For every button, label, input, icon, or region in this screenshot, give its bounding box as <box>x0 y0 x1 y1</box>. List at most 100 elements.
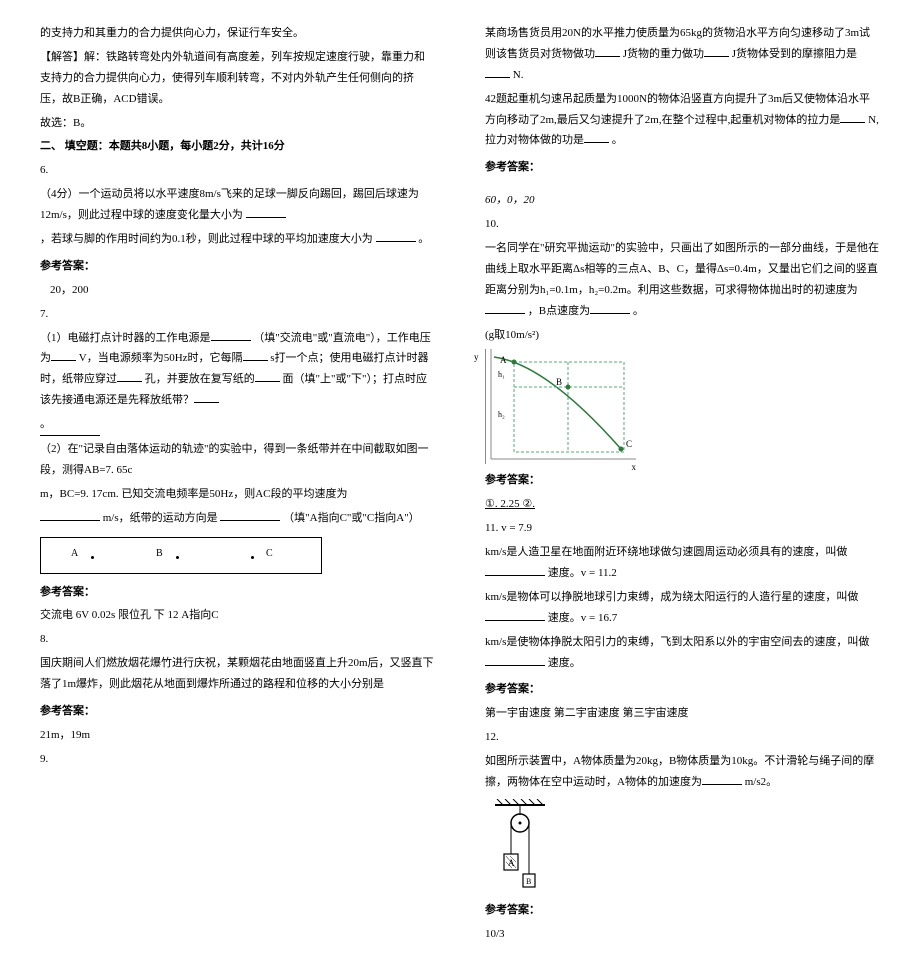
pulley-svg: A B <box>485 799 555 894</box>
answer-6: 20，200 <box>50 280 435 301</box>
ruler-diagram: A B C <box>40 537 322 574</box>
q8-text: 国庆期间人们燃放烟花爆竹进行庆祝，某颗烟花由地面竖直上升20m后，又竖直下落了1… <box>40 653 435 695</box>
fill-blank <box>40 508 100 521</box>
text-seg: 速度。 <box>548 657 581 669</box>
q8-number: 8. <box>40 629 435 650</box>
ruler-dot <box>251 556 254 559</box>
q6-text: （4分）一个运动员将以水平速度8m/s飞来的足球一脚反向踢回，踢回后球速为12m… <box>40 184 435 226</box>
q11c: km/s是使物体挣脱太阳引力的束缚，飞到太阳系以外的宇宙空间去的速度，叫做 速度… <box>485 632 880 674</box>
ruler-dot <box>176 556 179 559</box>
fill-blank <box>485 563 545 576</box>
answer-12: 10/3 <box>485 924 880 945</box>
text-seg: 。 <box>418 233 429 245</box>
fill-blank <box>485 653 545 666</box>
text-seg: km/s是物体可以挣脱地球引力束缚，成为绕太阳运行的人造行星的速度，叫做 <box>485 591 858 603</box>
fill-blank <box>584 130 609 143</box>
ruler-b: B <box>156 544 163 563</box>
fill-blank <box>840 110 865 123</box>
ruler-dot <box>91 556 94 559</box>
text-seg: 孔，并要放在复写纸的 <box>145 373 255 385</box>
svg-text:A: A <box>500 355 507 365</box>
q11b: km/s是物体可以挣脱地球引力束缚，成为绕太阳运行的人造行星的速度，叫做 速度。… <box>485 587 880 629</box>
svg-text:A: A <box>508 858 515 868</box>
text-seg: （填"A指向C"或"C指向A"） <box>283 512 420 524</box>
text-seg: 速度。v = 11.2 <box>548 567 617 579</box>
fill-blank <box>485 608 545 621</box>
fill-blank <box>51 348 76 361</box>
q7-tail: 。 <box>40 414 100 436</box>
q7-2c: m/s，纸带的运动方向是 （填"A指向C"或"C指向A"） <box>40 508 435 529</box>
text-seg: （1）电磁打点计时器的工作电源是 <box>40 332 211 344</box>
pulley-diagram: A B <box>485 799 555 894</box>
h1-label: h₁ <box>498 370 505 379</box>
q11-number: 11. v = 7.9 <box>485 518 880 539</box>
fill-blank <box>246 205 286 218</box>
x-axis-label: x <box>632 459 637 476</box>
q10-number: 10. <box>485 214 880 235</box>
q7-2a: （2）在"记录自由落体运动的轨迹"的实验中，得到一条纸带并在中间截取如图一段，测… <box>40 439 435 481</box>
text-seg: V，当电源频率为50Hz时，它每隔 <box>79 352 243 364</box>
text-seg: m/s2。 <box>745 776 777 788</box>
text-seg: （4分）一个运动员将以水平速度8m/s飞来的足球一脚反向踢回，踢回后球速为12m… <box>40 188 419 221</box>
g-label: (g取10m/s²) <box>485 325 880 346</box>
fill-blank <box>590 301 630 314</box>
svg-text:B: B <box>556 377 562 387</box>
ruler-c: C <box>266 544 273 563</box>
text-seg: ，若球与脚的作用时间约为0.1秒，则此过程中球的平均加速度大小为 <box>40 233 373 245</box>
q11: km/s是人造卫星在地面附近环绕地球做匀速圆周运动必须具有的速度，叫做 速度。v… <box>485 542 880 584</box>
answer-label: 参考答案： <box>485 470 880 491</box>
answer-8: 21m，19m <box>40 725 435 746</box>
text-seg: 如图所示装置中，A物体质量为20kg，B物体质量为10kg。不计滑轮与绳子间的摩… <box>485 755 874 788</box>
r2: 42题起重机匀速吊起质量为1000N的物体沿竖直方向提升了3m后又使物体沿水平方… <box>485 89 880 152</box>
fill-blank <box>485 301 525 314</box>
text-seg: 一名同学在"研究平抛运动"的实验中，只画出了如图所示的一部分曲线，于是他在曲线上… <box>485 242 879 296</box>
answer-label: 参考答案： <box>485 679 880 700</box>
svg-text:B: B <box>526 877 531 886</box>
fill-blank <box>194 390 219 403</box>
fill-blank <box>595 44 620 57</box>
y-axis-label: y <box>474 349 479 366</box>
fill-blank <box>704 44 729 57</box>
text-line: 的支持力和其重力的合力提供向心力，保证行车安全。 <box>40 23 435 44</box>
answer-label: 参考答案： <box>40 582 435 603</box>
q7-2b: m，BC=9. 17cm. 已知交流电频率是50Hz，则AC段的平均速度为 <box>40 484 435 505</box>
text-seg: J货物体受到的摩擦阻力是 <box>732 48 857 60</box>
answer-11: 第一宇宙速度 第二宇宙速度 第三宇宙速度 <box>485 703 880 724</box>
text-seg: J货物的重力做功 <box>623 48 704 60</box>
fill-blank <box>117 369 142 382</box>
text-seg: km/s是人造卫星在地面附近环绕地球做匀速圆周运动必须具有的速度，叫做 <box>485 546 847 558</box>
q6-text2: ，若球与脚的作用时间约为0.1秒，则此过程中球的平均加速度大小为 。 <box>40 229 435 250</box>
q9-number: 9. <box>40 749 435 770</box>
answer-label: 参考答案： <box>485 900 880 921</box>
text-seg: ，B点速度为 <box>528 305 590 317</box>
answer-10: ①. 2.25 ②. <box>485 494 880 515</box>
fill-blank <box>255 369 280 382</box>
text-seg: km/s是使物体挣脱太阳引力的束缚，飞到太阳系以外的宇宙空间去的速度，叫做 <box>485 636 869 648</box>
answer-7: 交流电 6V 0.02s 限位孔 下 12 A指向C <box>40 605 435 626</box>
text-seg: 速度。v = 16.7 <box>548 612 617 624</box>
text-line: 【解答】解：铁路转弯处内外轨道间有高度差，列车按规定速度行驶，靠重力和支持力的合… <box>40 47 435 110</box>
answer-label: 参考答案： <box>40 701 435 722</box>
q10-text: 一名同学在"研究平抛运动"的实验中，只画出了如图所示的一部分曲线，于是他在曲线上… <box>485 238 880 322</box>
fill-blank <box>376 229 416 242</box>
graph-svg: A B C h₁ h₂ <box>486 349 636 464</box>
left-column: 的支持力和其重力的合力提供向心力，保证行车安全。 【解答】解：铁路转弯处内外轨道… <box>40 20 435 948</box>
right-column: 某商场售货员用20N的水平推力使质量为65kg的货物沿水平方向匀速移动了3m试则… <box>485 20 880 948</box>
r1: 某商场售货员用20N的水平推力使质量为65kg的货物沿水平方向匀速移动了3m试则… <box>485 23 880 86</box>
text-seg: m/s，纸带的运动方向是 <box>103 512 218 524</box>
text-seg: 42题起重机匀速吊起质量为1000N的物体沿竖直方向提升了3m后又使物体沿水平方… <box>485 93 870 126</box>
q12-number: 12. <box>485 727 880 748</box>
answer-9: 60，0，20 <box>485 190 880 211</box>
text-line: 故选：B。 <box>40 113 435 134</box>
q7-line1: （1）电磁打点计时器的工作电源是 （填"交流电"或"直流电"），工作电压为 V，… <box>40 328 435 412</box>
ruler-a: A <box>71 544 78 563</box>
fill-blank <box>220 508 280 521</box>
q6-number: 6. <box>40 160 435 181</box>
fill-blank <box>243 348 268 361</box>
projectile-graph: A B C h₁ h₂ y x <box>485 349 636 464</box>
q7-number: 7. <box>40 304 435 325</box>
fill-blank <box>211 328 251 341</box>
text-seg: 。 <box>633 305 644 317</box>
fill-blank <box>702 772 742 785</box>
answer-label: 参考答案： <box>40 256 435 277</box>
